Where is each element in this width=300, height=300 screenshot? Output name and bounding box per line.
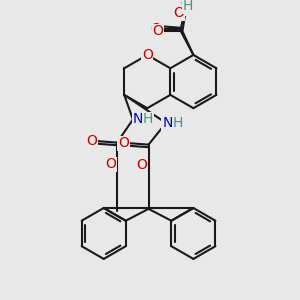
Text: O: O: [173, 4, 184, 19]
Text: O: O: [86, 134, 97, 148]
Text: O: O: [173, 6, 184, 20]
Text: O: O: [136, 158, 147, 172]
Text: O: O: [105, 157, 116, 171]
Text: O: O: [142, 48, 153, 62]
Text: H: H: [173, 116, 183, 130]
Text: H: H: [179, 1, 190, 15]
Text: H: H: [143, 112, 153, 127]
Text: O: O: [118, 136, 129, 150]
Text: O: O: [153, 24, 164, 38]
Text: N: N: [133, 112, 143, 127]
Text: O: O: [150, 22, 160, 36]
Text: N: N: [162, 116, 172, 130]
Text: H: H: [183, 0, 194, 13]
